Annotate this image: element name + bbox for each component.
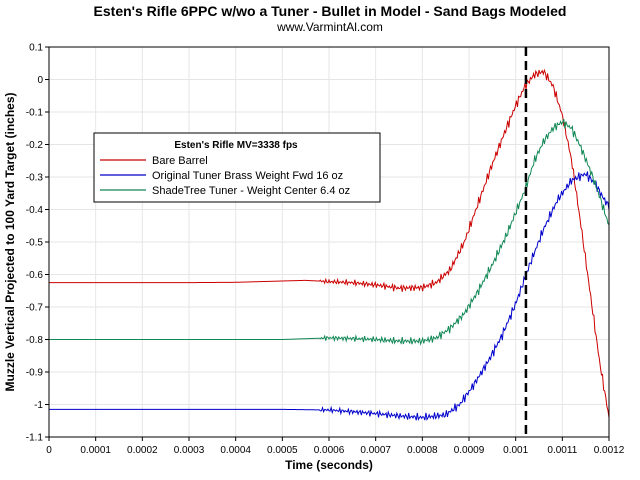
y-tick-label: -0.7 (26, 303, 44, 314)
x-tick-label: 0.0012 (594, 445, 625, 456)
y-axis-ticks: 0.1 0 -0.1 -0.2 -0.3 -0.4 -0.5 -0.6 -0.7 -0.8 -0.9… (26, 43, 49, 444)
x-tick-label: 0.0005 (267, 445, 298, 456)
y-tick-label: -1.1 (26, 433, 44, 444)
y-tick-label: -1 (34, 400, 43, 411)
series-line-2 (49, 171, 610, 422)
chart-subtitle: www.VarmintAl.com (276, 20, 383, 34)
x-tick-label: 0 (46, 445, 52, 456)
y-tick-label: -0.9 (26, 368, 44, 379)
x-tick-label: 0.0009 (454, 445, 485, 456)
x-tick-label: 0.0003 (174, 445, 205, 456)
series-line-1 (49, 68, 610, 418)
plot-border (48, 46, 610, 438)
x-axis-ticks: 0 0.0001 0.0002 0.0003 0.0004 0.0005 0.0006 0.0… (46, 437, 625, 456)
x-tick-label: 0.0004 (220, 445, 251, 456)
y-axis-label: Muzzle Vertical Projected to 100 Yard Ta… (3, 93, 17, 392)
legend-title: Esten's Rifle MV=3338 fps (174, 140, 298, 151)
x-tick-label: 0.0011 (547, 445, 577, 456)
x-tick-label: 0.0006 (314, 445, 345, 456)
y-tick-label: -0.4 (26, 205, 44, 216)
chart-title: Esten's Rifle 6PPC w/wo a Tuner - Bullet… (94, 3, 567, 19)
y-tick-label: -0.2 (26, 140, 44, 151)
y-tick-label: -0.3 (26, 173, 44, 184)
x-tick-label: 0.0001 (80, 445, 111, 456)
series-line-3 (49, 118, 610, 346)
series-layer (49, 68, 610, 422)
y-tick-label: -0.5 (26, 238, 44, 249)
legend-label-1: Bare Barrel (152, 155, 208, 167)
legend: Esten's Rifle MV=3338 fps Bare Barrel Ori… (93, 132, 381, 203)
y-tick-label: 0.1 (29, 43, 43, 54)
x-tick-label: 0.0002 (127, 445, 158, 456)
legend-label-2: Original Tuner Brass Weight Fwd 16 oz (152, 170, 343, 182)
y-tick-label: -0.8 (26, 335, 44, 346)
y-tick-label: 0 (37, 75, 43, 86)
x-tick-label: 0.0008 (407, 445, 438, 456)
legend-label-3: ShadeTree Tuner - Weight Center 6.4 oz (152, 185, 350, 197)
legend-entries: Bare Barrel Original Tuner Brass Weight F… (100, 155, 350, 197)
x-axis-label: Time (seconds) (285, 458, 373, 472)
x-tick-label: 0.0007 (360, 445, 391, 456)
x-tick-label: 0.001 (503, 445, 528, 456)
y-tick-label: -0.1 (26, 108, 44, 119)
y-tick-label: -0.6 (26, 270, 44, 281)
